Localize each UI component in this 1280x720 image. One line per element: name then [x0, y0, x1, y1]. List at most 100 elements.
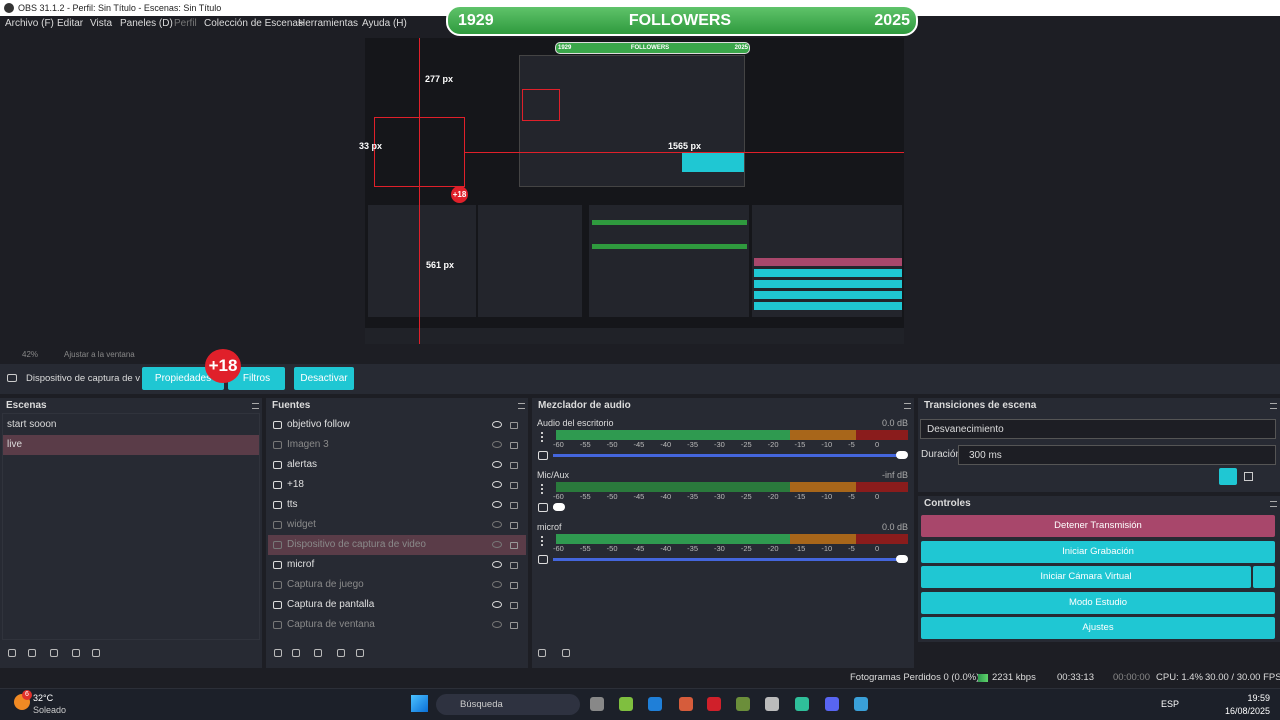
taskbar-app[interactable] — [619, 697, 633, 711]
volume-handle[interactable] — [896, 555, 908, 563]
control-button[interactable]: Detener Transmisión — [921, 515, 1275, 537]
channel-menu[interactable] — [541, 484, 544, 494]
visibility-toggle[interactable] — [492, 441, 502, 448]
source-item[interactable]: Captura de pantalla — [287, 599, 375, 610]
channel-menu[interactable] — [541, 536, 544, 546]
dock-menu[interactable] — [1270, 403, 1277, 409]
dock-tool-button[interactable] — [538, 649, 546, 657]
lock-toggle[interactable] — [510, 482, 518, 489]
menu-item[interactable]: Perfil — [174, 18, 197, 29]
taskbar-app[interactable] — [648, 697, 662, 711]
visibility-toggle[interactable] — [492, 581, 502, 588]
zoom-value[interactable]: 42% — [22, 350, 39, 359]
window-button[interactable] — [1260, 0, 1280, 16]
volume-handle[interactable] — [553, 503, 565, 511]
control-button[interactable]: Iniciar Grabación — [921, 540, 1275, 563]
dock-tool-button[interactable] — [562, 649, 570, 657]
start-button[interactable] — [411, 695, 428, 712]
visibility-toggle[interactable] — [492, 461, 502, 468]
volume-handle[interactable] — [896, 451, 908, 459]
dock-tool-button[interactable] — [92, 649, 100, 657]
source-item[interactable]: Dispositivo de captura de video — [287, 539, 426, 550]
visibility-toggle[interactable] — [492, 481, 502, 488]
lock-toggle[interactable] — [510, 542, 518, 549]
mute-button[interactable] — [538, 451, 548, 460]
source-item[interactable]: Imagen 3 — [287, 439, 329, 450]
dock-tool-button[interactable] — [274, 649, 282, 657]
taskbar-app[interactable] — [736, 697, 750, 711]
lock-toggle[interactable] — [510, 502, 518, 509]
dock-menu[interactable] — [252, 403, 259, 409]
search-text[interactable]: Búsqueda — [460, 699, 503, 710]
add-transition[interactable] — [1219, 468, 1237, 485]
visibility-toggle[interactable] — [492, 561, 502, 568]
dock-tool-button[interactable] — [292, 649, 300, 657]
menu-item[interactable]: Vista — [90, 18, 113, 29]
dock-tool-button[interactable] — [72, 649, 80, 657]
menu-item[interactable]: Editar — [57, 18, 84, 29]
taskbar-app[interactable] — [590, 697, 604, 711]
lock-toggle[interactable] — [510, 562, 518, 569]
menu-item[interactable]: Colección de Escenas — [204, 18, 303, 29]
virtual-cam-settings[interactable] — [1253, 566, 1275, 588]
language[interactable]: ESP — [1161, 699, 1180, 709]
control-button[interactable]: Iniciar Cámara Virtual — [921, 566, 1251, 588]
mute-button[interactable] — [538, 503, 548, 512]
source-item[interactable]: Captura de juego — [287, 579, 364, 590]
search-box[interactable] — [436, 694, 580, 715]
visibility-toggle[interactable] — [492, 621, 502, 628]
scene-item[interactable]: live — [2, 435, 260, 455]
visibility-toggle[interactable] — [492, 501, 502, 508]
source-item[interactable]: microf — [287, 559, 315, 570]
dock-tool-button[interactable] — [337, 649, 345, 657]
duration-input[interactable]: 300 ms — [958, 445, 1276, 465]
mute-button[interactable] — [538, 555, 548, 564]
remove-transition[interactable] — [1244, 472, 1253, 481]
toolbar-button[interactable]: Filtros — [228, 367, 285, 390]
visibility-toggle[interactable] — [492, 601, 502, 608]
visibility-toggle[interactable] — [492, 421, 502, 428]
window-button[interactable] — [1230, 0, 1260, 16]
toolbar-button[interactable]: Desactivar — [294, 367, 354, 390]
window-button[interactable] — [1200, 0, 1230, 16]
taskbar-app[interactable] — [795, 697, 809, 711]
source-item[interactable]: alertas — [287, 459, 318, 470]
menu-item[interactable]: Archivo (F) — [5, 18, 54, 29]
dock-menu[interactable] — [518, 403, 525, 409]
source-item[interactable]: Captura de ventana — [287, 619, 375, 630]
lock-toggle[interactable] — [510, 422, 518, 429]
taskbar-app[interactable] — [679, 697, 693, 711]
transition-select[interactable]: Desvanecimiento — [920, 419, 1276, 439]
lock-toggle[interactable] — [510, 442, 518, 449]
dock-menu[interactable] — [1270, 501, 1277, 507]
source-item[interactable]: widget — [287, 519, 316, 530]
toolbar-button[interactable]: Propiedades — [142, 367, 224, 390]
dock-tool-button[interactable] — [356, 649, 364, 657]
menu-item[interactable]: Ayuda (H) — [362, 18, 407, 29]
lock-toggle[interactable] — [510, 622, 518, 629]
source-item[interactable]: +18 — [287, 479, 304, 490]
dock-tool-button[interactable] — [314, 649, 322, 657]
menu-item[interactable]: Paneles (D) — [120, 18, 173, 29]
zoom-fit[interactable]: Ajustar a la ventana — [64, 350, 135, 359]
lock-toggle[interactable] — [510, 582, 518, 589]
dock-tool-button[interactable] — [50, 649, 58, 657]
lock-toggle[interactable] — [510, 462, 518, 469]
lock-toggle[interactable] — [510, 522, 518, 529]
lock-toggle[interactable] — [510, 602, 518, 609]
taskbar-app[interactable] — [854, 697, 868, 711]
control-button[interactable]: Modo Estudio — [921, 591, 1275, 614]
visibility-toggle[interactable] — [492, 521, 502, 528]
channel-menu[interactable] — [541, 432, 544, 442]
dock-tool-button[interactable] — [8, 649, 16, 657]
source-item[interactable]: tts — [287, 499, 298, 510]
source-item[interactable]: objetivo follow — [287, 419, 350, 430]
dock-menu[interactable] — [904, 403, 911, 409]
dock-tool-button[interactable] — [28, 649, 36, 657]
control-button[interactable]: Ajustes — [921, 617, 1275, 639]
taskbar-app[interactable] — [707, 697, 721, 711]
scene-item[interactable]: start sooon — [7, 419, 57, 430]
taskbar-app[interactable] — [825, 697, 839, 711]
visibility-toggle[interactable] — [492, 541, 502, 548]
taskbar-app[interactable] — [765, 697, 779, 711]
